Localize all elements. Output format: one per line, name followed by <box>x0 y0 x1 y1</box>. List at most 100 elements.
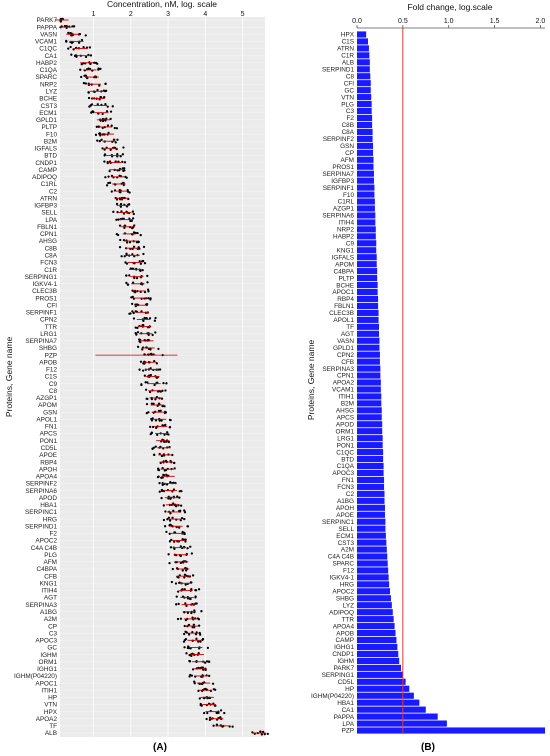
protein-label: C8B <box>342 122 354 129</box>
bar <box>357 706 426 713</box>
data-point <box>106 105 109 108</box>
protein-label: HP <box>48 695 57 702</box>
protein-label: ALB <box>45 730 57 737</box>
protein-label: IGHM(P04220) <box>311 693 354 700</box>
data-point <box>189 597 192 601</box>
data-point <box>109 110 113 113</box>
data-point <box>219 709 223 712</box>
bar <box>357 518 386 525</box>
protein-label: TTR <box>342 616 355 623</box>
data-point <box>119 191 122 194</box>
data-point <box>128 274 131 277</box>
bar <box>357 623 395 630</box>
data-point <box>153 319 157 322</box>
bar <box>357 455 384 463</box>
bar <box>357 219 376 226</box>
data-point <box>120 255 123 258</box>
data-point <box>205 660 209 663</box>
data-point <box>175 595 178 598</box>
data-point <box>193 609 196 612</box>
protein-label: C9 <box>49 381 58 388</box>
protein-label: APOC3 <box>35 638 57 645</box>
data-point <box>186 646 190 650</box>
data-point <box>187 633 191 636</box>
protein-label: TF <box>346 324 354 331</box>
protein-label: APOC1 <box>35 680 57 687</box>
protein-label: RBP4 <box>337 296 354 303</box>
data-point <box>193 680 196 683</box>
protein-label: C8B <box>45 245 57 252</box>
data-point <box>140 383 143 387</box>
data-point <box>199 640 202 643</box>
data-point <box>206 646 210 650</box>
protein-label: F10 <box>46 131 57 138</box>
protein-label: IGKV4-1 <box>32 281 57 288</box>
panel-b-caption: (B) <box>421 742 435 753</box>
data-point <box>121 167 124 170</box>
protein-label: APOC1 <box>332 289 354 296</box>
protein-label: IGHG1 <box>37 666 57 673</box>
data-point <box>154 445 157 448</box>
protein-label: F2 <box>347 115 355 122</box>
data-point <box>116 138 119 141</box>
data-point <box>107 175 110 178</box>
data-point <box>159 409 162 412</box>
bar <box>357 476 385 484</box>
protein-label: SERPIND1 <box>322 66 354 73</box>
data-point <box>219 716 222 719</box>
data-point <box>128 191 131 194</box>
data-point <box>126 283 130 286</box>
data-point <box>118 246 122 249</box>
data-point <box>208 674 211 677</box>
data-point <box>176 617 180 621</box>
data-point <box>143 290 147 294</box>
data-point <box>88 105 91 108</box>
bar <box>357 261 377 268</box>
protein-label: HP <box>345 686 354 693</box>
protein-label: LRG1 <box>40 331 57 338</box>
protein-label: CP <box>48 623 57 630</box>
concentration-dot-plot: PARK7PAPPAVASNVCAM1C1QCCA1HABP2C1QASPARC… <box>4 0 269 753</box>
protein-label: C4BPA <box>37 566 58 573</box>
data-point <box>144 381 147 384</box>
data-point <box>178 490 181 493</box>
x-tick-label: 1 <box>92 11 96 18</box>
data-point <box>172 488 176 491</box>
data-point <box>155 426 158 430</box>
bar <box>357 212 376 219</box>
protein-label: C3 <box>346 108 355 115</box>
protein-label: CAMP <box>336 637 354 644</box>
data-point <box>112 210 115 213</box>
bar <box>357 107 372 115</box>
protein-label: F2 <box>50 531 58 538</box>
protein-label: IGHM(P04220) <box>14 673 57 680</box>
protein-label: PLTP <box>41 124 57 131</box>
protein-label: ADIPOQ <box>329 609 354 616</box>
protein-label: SERPINA7 <box>25 338 57 345</box>
data-point <box>188 660 192 663</box>
data-point <box>154 331 157 334</box>
bar <box>357 504 385 511</box>
data-point <box>191 626 194 629</box>
data-point <box>162 504 165 507</box>
x-tick-label: 2.0 <box>536 18 546 25</box>
data-point <box>132 245 136 248</box>
bar <box>357 435 383 442</box>
bar <box>357 73 371 80</box>
bar <box>357 581 390 588</box>
data-point <box>196 617 200 620</box>
protein-label: SERPINF2 <box>323 136 355 143</box>
protein-label: A1BG <box>337 498 354 505</box>
data-point <box>131 217 135 220</box>
data-point <box>141 324 144 327</box>
protein-label: C8 <box>346 73 355 80</box>
data-point <box>142 245 146 249</box>
protein-label: IGKV4-1 <box>329 575 354 582</box>
data-point <box>157 347 160 351</box>
bar <box>357 330 380 337</box>
x-axis-title: Concentration, nM, log. scale <box>107 0 217 9</box>
data-point <box>192 623 196 626</box>
protein-label: ALB <box>342 60 354 67</box>
protein-label: APOC2 <box>332 589 354 596</box>
protein-label: PROS1 <box>35 295 57 302</box>
